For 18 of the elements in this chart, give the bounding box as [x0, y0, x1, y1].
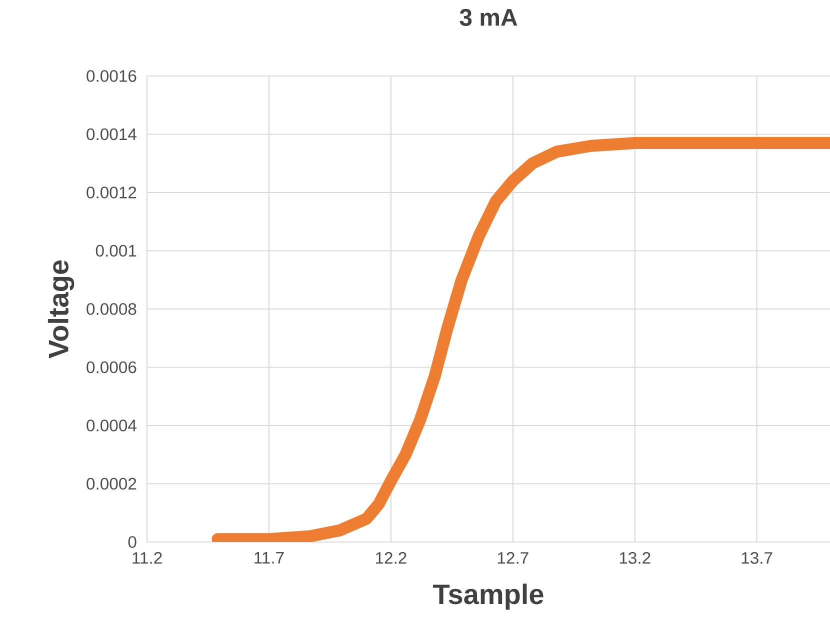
- x-tick-label: 12.7: [498, 552, 528, 564]
- y-tick-label: 0.001: [96, 244, 136, 257]
- x-tick-label: 11.7: [254, 552, 284, 564]
- x-axis-title: Tsample: [433, 584, 544, 610]
- chart-title: 3 mA: [460, 8, 518, 26]
- y-tick-label: 0.0004: [86, 420, 136, 432]
- y-tick-label: 0.0008: [86, 303, 136, 315]
- y-tick-label: 0: [128, 536, 136, 548]
- x-tick-label: 13.7: [742, 552, 772, 564]
- y-tick-label: 0.0012: [86, 186, 136, 198]
- y-tick-label: 0.0006: [86, 361, 136, 374]
- y-tick-label: 0.0014: [86, 128, 136, 140]
- x-tick-label: 12.2: [376, 552, 406, 564]
- y-tick-label: 0.0002: [86, 478, 136, 490]
- x-tick-label: 13.2: [620, 552, 650, 564]
- y-axis-title: Voltage: [48, 260, 74, 358]
- y-tick-label: 0.0016: [86, 70, 136, 82]
- x-tick-label: 11.2: [132, 552, 162, 564]
